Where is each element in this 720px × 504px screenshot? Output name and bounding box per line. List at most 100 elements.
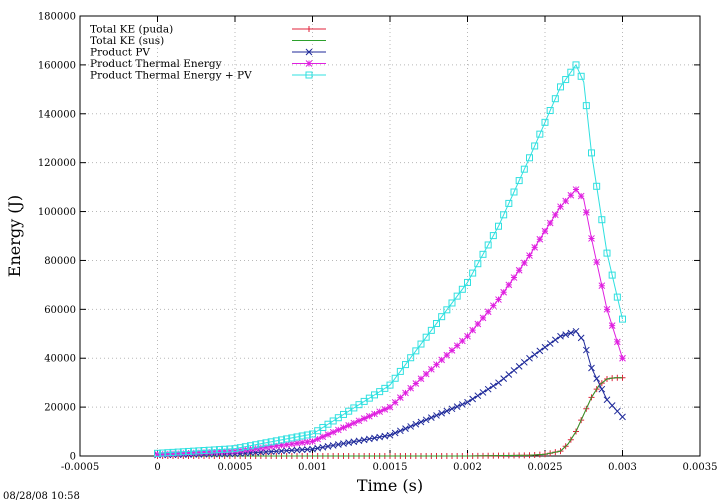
legend-entry: Product PV <box>90 47 326 59</box>
legend-entry: Product Thermal Energy + PV <box>90 70 326 82</box>
series-point <box>510 367 518 374</box>
series-point <box>582 346 590 354</box>
x-tick-label: 0 <box>154 462 160 473</box>
series-point <box>577 192 585 200</box>
series-point <box>303 446 311 453</box>
series-point <box>334 441 342 448</box>
series-point <box>551 95 559 103</box>
legend-marker <box>305 60 313 67</box>
series-point <box>593 258 601 266</box>
series-point <box>464 398 471 406</box>
series-point <box>190 447 198 455</box>
series-layer <box>154 61 626 459</box>
series-point <box>185 449 192 457</box>
series-point <box>474 392 482 400</box>
series-point <box>588 149 595 157</box>
series-point <box>469 326 477 334</box>
series-point <box>272 442 280 450</box>
x-axis-label: Time (s) <box>357 476 423 495</box>
series-point <box>200 449 208 456</box>
series-point <box>479 389 487 396</box>
x-tick-label: 0.0005 <box>218 462 253 473</box>
series-point <box>319 443 327 451</box>
series-point <box>376 408 384 416</box>
series-point <box>417 418 425 426</box>
series-point <box>453 403 461 410</box>
series-point <box>154 449 161 457</box>
series-point <box>169 450 177 458</box>
y-tick-label: 0 <box>70 452 76 463</box>
y-tick-label: 160000 <box>38 60 76 71</box>
series-point <box>309 437 316 445</box>
legend-label: Product Thermal Energy + PV <box>90 70 252 82</box>
series-point <box>407 423 415 430</box>
series-point <box>510 274 518 281</box>
series-point <box>262 439 270 447</box>
series-2 <box>157 377 623 457</box>
series-point <box>355 437 363 445</box>
legend-label: Total KE (sus) <box>90 35 164 47</box>
series-point <box>226 445 234 453</box>
series-point <box>427 414 435 421</box>
series-point <box>453 342 461 350</box>
series-point <box>216 446 223 454</box>
series-point <box>458 337 466 345</box>
series-point <box>283 447 291 455</box>
series-point <box>484 241 492 249</box>
y-tick-label: 20000 <box>44 403 76 414</box>
series-point <box>205 448 213 456</box>
series-point <box>484 308 492 316</box>
series-point <box>231 445 239 453</box>
series-point <box>546 340 554 347</box>
series-point <box>464 332 471 340</box>
series-point <box>210 448 218 456</box>
series-point <box>603 305 611 313</box>
series-point <box>309 445 316 453</box>
series-point <box>608 402 616 409</box>
series-point <box>278 441 285 449</box>
series-point <box>164 450 172 458</box>
series-point <box>422 416 430 424</box>
series-point <box>386 381 394 389</box>
series-point <box>164 449 172 457</box>
series-point <box>226 447 234 455</box>
legend-entry: Total KE (sus) <box>90 35 326 47</box>
series-point <box>267 448 275 455</box>
series-point <box>588 235 595 242</box>
series-point <box>438 409 446 417</box>
legend-marker <box>305 48 313 56</box>
series-point <box>365 435 373 443</box>
series-point <box>422 333 430 341</box>
series-point <box>489 382 497 390</box>
series-point <box>572 327 580 335</box>
series-point <box>283 435 291 443</box>
series-point <box>298 446 306 454</box>
series-point <box>293 446 301 454</box>
series-point <box>515 363 523 370</box>
series-point <box>247 442 254 450</box>
series-point <box>303 438 311 446</box>
series-point <box>479 250 487 258</box>
series-point <box>433 361 440 368</box>
series-point <box>474 320 482 328</box>
series-point <box>159 450 167 458</box>
series-point <box>536 235 544 243</box>
series-point <box>293 433 301 441</box>
series-point <box>469 269 477 277</box>
series-point <box>412 347 420 355</box>
series-point <box>345 422 353 429</box>
x-tick-label: 0.003 <box>608 462 637 473</box>
series-point <box>236 444 244 452</box>
legend-label: Total KE (puda) <box>90 24 173 36</box>
series-point <box>179 448 187 456</box>
series-point <box>520 358 528 366</box>
series-point <box>536 347 544 355</box>
series-point <box>200 447 208 455</box>
series-point <box>557 203 564 211</box>
legend-label: Product Thermal Energy <box>90 58 222 70</box>
series-point <box>381 432 389 440</box>
series-point <box>257 440 265 448</box>
series-4 <box>154 186 626 458</box>
series-point <box>355 417 363 425</box>
series-point <box>443 306 451 314</box>
